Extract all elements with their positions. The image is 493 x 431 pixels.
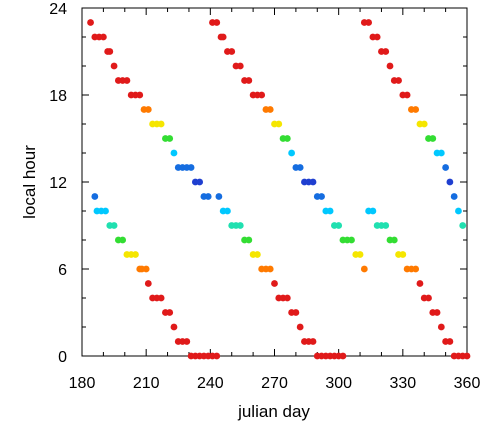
- data-point: [144, 106, 152, 113]
- x-tick-label: 210: [133, 375, 160, 392]
- data-point: [309, 338, 317, 345]
- data-point: [395, 77, 402, 84]
- data-point: [390, 236, 398, 244]
- data-point: [399, 251, 407, 258]
- x-tick-label: 270: [261, 375, 288, 392]
- data-points: [87, 19, 471, 360]
- data-point: [348, 236, 355, 244]
- data-point: [425, 294, 432, 302]
- plot-frame: [81, 7, 468, 357]
- y-tick-label: 24: [49, 1, 67, 18]
- data-point: [245, 77, 253, 84]
- data-point: [437, 149, 445, 157]
- data-point: [382, 48, 390, 55]
- data-point: [275, 120, 283, 128]
- y-tick-label: 18: [49, 88, 67, 105]
- data-point: [292, 309, 300, 316]
- data-point: [403, 91, 411, 99]
- data-point: [142, 265, 150, 273]
- data-point: [123, 77, 131, 84]
- x-tick-label: 360: [454, 375, 481, 392]
- data-point: [102, 207, 109, 215]
- data-point: [119, 236, 127, 244]
- data-point: [253, 251, 261, 258]
- data-point: [87, 19, 94, 26]
- data-point: [416, 280, 424, 287]
- x-tick-label: 180: [69, 375, 96, 392]
- x-tick-label: 330: [389, 375, 416, 392]
- data-point: [463, 352, 471, 360]
- data-point: [412, 265, 420, 273]
- data-point: [132, 251, 139, 258]
- data-point: [335, 222, 343, 229]
- x-tick-label: 240: [197, 375, 224, 392]
- data-point: [144, 280, 152, 287]
- data-point: [196, 178, 204, 186]
- x-axis-title: julian day: [237, 402, 310, 421]
- data-point: [213, 19, 221, 26]
- data-point: [236, 62, 244, 70]
- data-point: [318, 193, 325, 200]
- data-point: [369, 207, 377, 215]
- data-point: [183, 338, 191, 345]
- data-point: [446, 178, 454, 186]
- x-tick-label: 300: [325, 375, 352, 392]
- data-point: [228, 48, 236, 55]
- data-point: [283, 135, 291, 142]
- data-point: [266, 106, 274, 113]
- axis-ticks: [81, 7, 468, 357]
- y-axis-title: local hour: [20, 145, 39, 219]
- y-tick-label: 0: [58, 349, 67, 366]
- data-point: [339, 352, 347, 360]
- data-point: [382, 222, 390, 229]
- data-point: [170, 149, 178, 157]
- data-point: [309, 178, 317, 186]
- data-point: [157, 294, 165, 302]
- data-point: [271, 280, 278, 287]
- data-point: [99, 33, 107, 41]
- data-point: [187, 164, 195, 171]
- data-point: [365, 19, 373, 26]
- data-point: [224, 207, 231, 215]
- data-point: [412, 106, 420, 113]
- data-point: [266, 265, 274, 273]
- data-point: [356, 251, 364, 258]
- y-tick-label: 6: [58, 262, 67, 279]
- data-point: [373, 33, 381, 41]
- data-point: [258, 91, 266, 99]
- data-point: [91, 193, 99, 200]
- data-point: [442, 164, 450, 171]
- data-point: [170, 323, 178, 331]
- data-point: [437, 323, 445, 331]
- data-point: [459, 222, 467, 229]
- data-point: [296, 164, 304, 171]
- data-point: [450, 193, 458, 200]
- data-point: [433, 309, 441, 316]
- data-point: [204, 193, 212, 200]
- data-point: [420, 120, 428, 128]
- data-point: [136, 91, 144, 99]
- data-point: [326, 207, 334, 215]
- data-point: [360, 265, 368, 273]
- data-point: [446, 338, 454, 345]
- data-point: [288, 149, 296, 157]
- data-point: [110, 222, 118, 229]
- data-point: [157, 120, 165, 128]
- data-point: [219, 33, 227, 41]
- data-point: [429, 135, 437, 142]
- data-point: [213, 352, 221, 360]
- data-point: [166, 135, 174, 142]
- data-point: [283, 294, 291, 302]
- y-tick-label: 12: [49, 175, 67, 192]
- data-point: [296, 323, 304, 331]
- data-point: [245, 236, 253, 244]
- data-point: [110, 62, 118, 70]
- data-point: [106, 48, 114, 55]
- data-point: [386, 62, 394, 70]
- data-point: [166, 309, 174, 316]
- data-point: [215, 193, 223, 200]
- data-point: [455, 207, 462, 215]
- data-point: [236, 222, 244, 229]
